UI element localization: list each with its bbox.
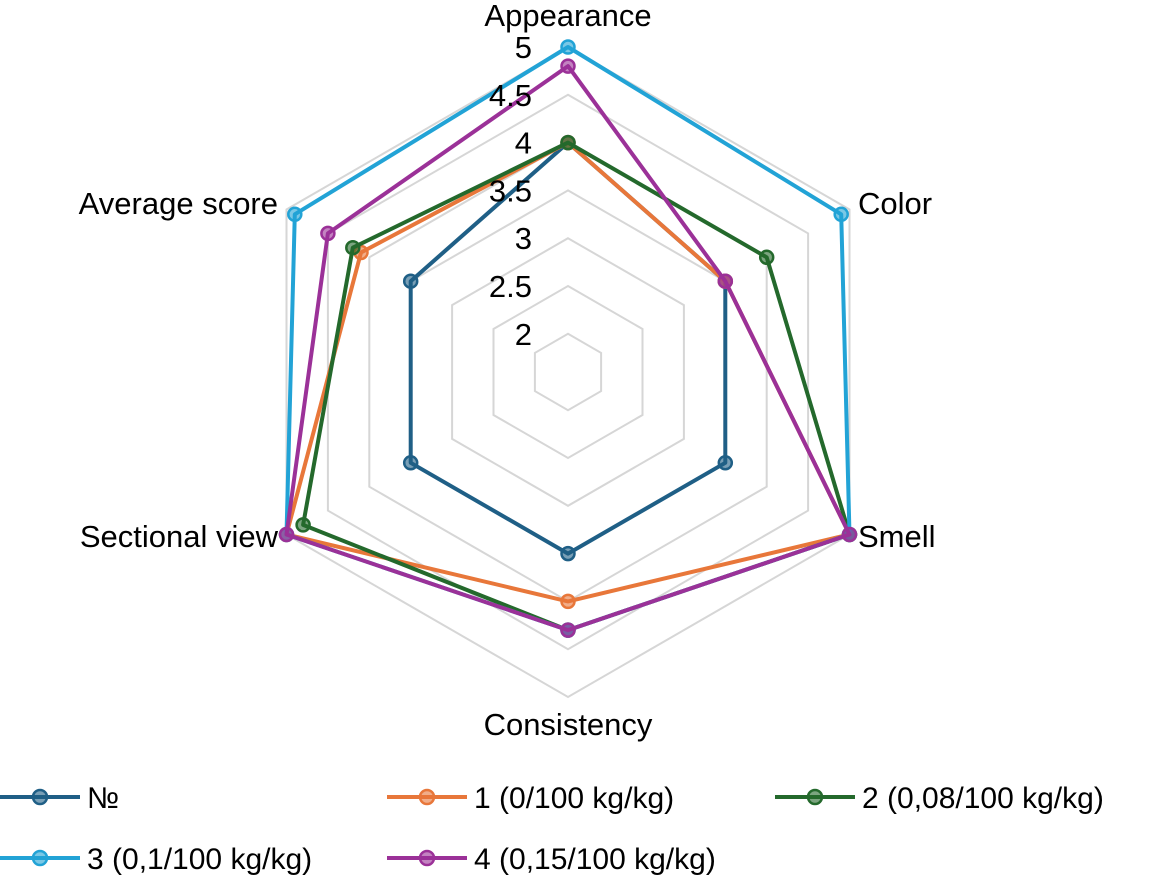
radial-tick-labels: 2 2.5 3 3.5 4 4.5 5 [489,30,532,352]
grid-ring [326,93,810,651]
series-point [345,239,361,256]
series-point [833,206,849,223]
axis-labels: Appearance Color Smell Consistency Sectional… [79,0,936,742]
radar-series [278,39,858,638]
grid-ring [409,189,727,555]
tick-label: 3 [515,221,532,256]
series-point [402,455,419,471]
tick-label: 5 [515,30,532,65]
series-point [841,526,858,543]
tick-label: 4.5 [489,78,532,113]
axis-label: Sectional view [80,519,279,554]
grid-ring [285,45,851,699]
legend-label: 4 (0,15/100 kg/kg) [474,843,716,876]
legend-item: 4 (0,15/100 kg/kg) [387,843,716,876]
series-point [717,455,734,471]
series-point [560,593,576,610]
tick-label: 3.5 [489,173,532,208]
legend-label: 2 (0,08/100 kg/kg) [862,782,1104,815]
legend-item: 2 (0,08/100 kg/kg) [775,782,1104,815]
legend-item: № [0,782,119,815]
series-group [278,58,858,638]
series-point [560,622,576,638]
series-line [284,45,852,633]
series-line [284,140,852,604]
axis-label: Color [858,186,932,221]
grid-ring [451,237,685,507]
legend-marker [31,788,49,806]
legend-marker [806,788,824,806]
legend-marker [31,849,49,867]
series-point [278,526,295,543]
series-point [560,545,576,562]
series-point [560,134,576,151]
series-point [560,58,576,74]
axis-label: Smell [858,519,936,554]
legend-label: № [87,782,119,815]
legend-item: 3 (0,1/100 kg/kg) [0,843,312,876]
legend-marker [418,849,436,867]
series-point [560,39,576,55]
series-point [402,273,419,289]
tick-label: 4 [515,126,532,161]
legend: № 1 (0/100 kg/kg) 2 (0,08/100 kg/kg) 3 (0,1… [0,782,1104,876]
legend-label: 1 (0/100 kg/kg) [474,782,674,815]
legend-label: 3 (0,1/100 kg/kg) [87,843,312,876]
tick-label: 2 [515,317,532,352]
grid-ring [533,332,603,412]
legend-item: 1 (0/100 kg/kg) [387,782,674,815]
axis-label: Appearance [484,0,651,33]
series-point [758,249,775,266]
series-point [717,273,734,289]
grid-ring [492,284,644,460]
axis-label: Average score [79,186,278,221]
axis-label: Consistency [484,707,653,742]
tick-label: 2.5 [489,269,532,304]
legend-marker [418,788,436,806]
series-point [287,206,303,223]
series-point [295,517,311,533]
series-line [284,64,852,633]
series-point [320,225,336,242]
